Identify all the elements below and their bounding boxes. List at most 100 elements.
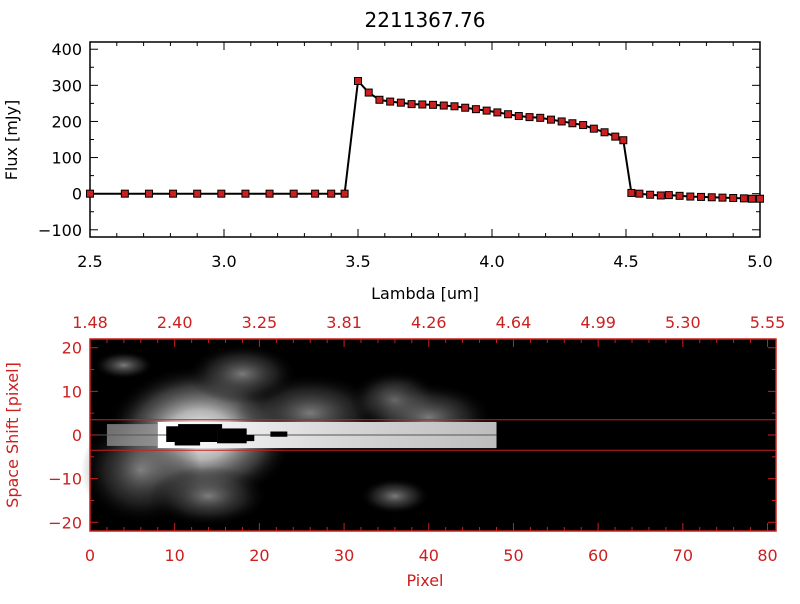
flux-point [635, 189, 644, 198]
spectrum-chart: 2211367.76 2.5 3.0 3.5 4.0 4.5 5.0 400 300 200 10… [2, 8, 773, 303]
flux-point [407, 100, 416, 109]
top-tick-label: 5.55 [750, 313, 786, 332]
flux-point [729, 194, 738, 202]
flux-point [289, 189, 298, 198]
flux-point [656, 191, 665, 200]
flux-point [265, 189, 274, 198]
saturated-pixels [166, 426, 218, 442]
y-axis-label-space-shift: Space Shift [pixel] [3, 362, 22, 508]
x-tick-label: 5.0 [747, 252, 772, 271]
diffuse-glow [148, 466, 269, 527]
spectral-image-area: 0 10 20 30 40 50 60 70 80 1.48 2.40 3.25 3.81 4.26 4.6… [48, 313, 785, 565]
flux-point [756, 194, 764, 203]
x-axis-label-pixel: Pixel [406, 571, 443, 590]
x-tick-label: 2.5 [77, 252, 102, 271]
flux-point [241, 189, 250, 198]
x-tick-label: 3.5 [345, 252, 370, 271]
diffuse-glow [187, 343, 298, 404]
flux-point [364, 88, 373, 97]
flux-point [311, 189, 320, 198]
flux-point [611, 132, 620, 141]
saturated-pixels [242, 435, 255, 442]
flux-point [493, 108, 502, 117]
x-tick-label: 80 [757, 546, 777, 565]
saturated-pixels [174, 441, 201, 446]
flux-point [675, 191, 684, 200]
x-tick-label: 30 [334, 546, 354, 565]
top-tick-label: 2.40 [157, 313, 193, 332]
flux-point [461, 103, 470, 112]
flux-point [557, 117, 566, 126]
spectral-image-chart: 0 10 20 30 40 50 60 70 80 1.48 2.40 3.25 3.81 4.26 4.6… [3, 313, 785, 590]
y-tick-label: −100 [38, 221, 82, 240]
y-tick-label: −10 [48, 470, 82, 489]
flux-point [327, 189, 336, 198]
top-tick-label: 3.25 [242, 313, 278, 332]
flux-point [418, 100, 427, 109]
flux-point [514, 112, 523, 121]
flux-point [525, 113, 534, 122]
flux-point [600, 128, 609, 137]
x-axis-label: Lambda [um] [371, 284, 479, 303]
x-tick-label: 4.5 [613, 252, 638, 271]
top-tick-label: 4.64 [496, 313, 532, 332]
flux-point [697, 192, 706, 201]
x-tick-label: 10 [165, 546, 185, 565]
flux-point [217, 189, 226, 198]
plot-frame [89, 41, 761, 238]
flux-point [707, 193, 716, 202]
x-tick-label: 3.0 [211, 252, 236, 271]
flux-point [664, 191, 673, 200]
x-tick-label: 40 [419, 546, 439, 565]
flux-point [619, 136, 628, 145]
flux-line [90, 78, 760, 200]
top-tick-label: 4.26 [411, 313, 447, 332]
chart-title: 2211367.76 [365, 8, 486, 32]
flux-point [429, 100, 438, 109]
y-tick-label: 100 [51, 149, 82, 168]
flux-point [340, 189, 349, 198]
flux-point [450, 102, 459, 111]
y-tick-label: 10 [62, 382, 82, 401]
flux-point [579, 121, 588, 130]
x-tick-label: 60 [588, 546, 608, 565]
x-tick-label: 70 [673, 546, 693, 565]
y-tick-label: 200 [51, 112, 82, 131]
flux-point [546, 115, 555, 124]
flux-point [627, 188, 636, 197]
top-tick-label: 4.99 [580, 313, 616, 332]
flux-point [386, 97, 395, 106]
saturated-pixels [270, 431, 288, 437]
x-tick-label: 4.0 [479, 252, 504, 271]
top-tick-label: 5.30 [665, 313, 701, 332]
flux-point [193, 189, 202, 198]
y-tick-label: 0 [72, 426, 82, 445]
x-tick-label: 0 [85, 546, 95, 565]
flux-point [144, 189, 153, 198]
saturated-pixels [217, 428, 247, 444]
y-tick-label: 20 [62, 339, 82, 358]
flux-point [375, 95, 384, 104]
flux-point [169, 189, 178, 198]
flux-point [482, 106, 491, 115]
flux-point [504, 110, 513, 119]
flux-point [686, 192, 695, 201]
x-tick-label: 50 [503, 546, 523, 565]
top-tick-label: 3.81 [326, 313, 362, 332]
flux-point [86, 189, 94, 198]
y-tick-label: 300 [51, 76, 82, 95]
diffuse-glow [93, 351, 154, 380]
y-tick-label: 400 [51, 40, 82, 59]
flux-point [747, 194, 756, 203]
y-tick-label: 0 [72, 185, 82, 204]
y-tick-label: −20 [48, 513, 82, 532]
spectrum-plot-area: 2.5 3.0 3.5 4.0 4.5 5.0 400 300 200 100 0 −100 [38, 40, 773, 271]
saturated-pixels [178, 424, 223, 430]
flux-point [120, 189, 129, 198]
flux-point [739, 194, 748, 203]
flux-point [354, 77, 362, 85]
x-tick-label: 20 [249, 546, 269, 565]
flux-point [536, 113, 545, 122]
diffuse-glow [359, 478, 430, 515]
